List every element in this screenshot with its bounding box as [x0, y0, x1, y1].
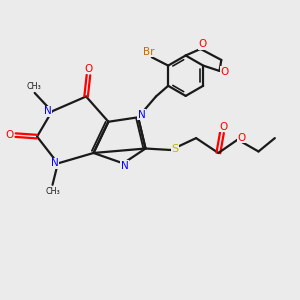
Text: Br: Br — [143, 47, 154, 57]
Text: N: N — [121, 161, 129, 171]
Text: N: N — [44, 106, 52, 116]
Text: O: O — [6, 130, 14, 140]
Text: CH₃: CH₃ — [45, 187, 60, 196]
Text: CH₃: CH₃ — [27, 82, 41, 91]
Text: O: O — [198, 40, 206, 50]
Text: O: O — [221, 67, 229, 76]
Text: S: S — [171, 144, 178, 154]
Text: O: O — [219, 122, 227, 132]
Text: O: O — [238, 133, 246, 143]
Text: N: N — [138, 110, 146, 120]
Text: O: O — [84, 64, 93, 74]
Text: N: N — [51, 158, 59, 168]
